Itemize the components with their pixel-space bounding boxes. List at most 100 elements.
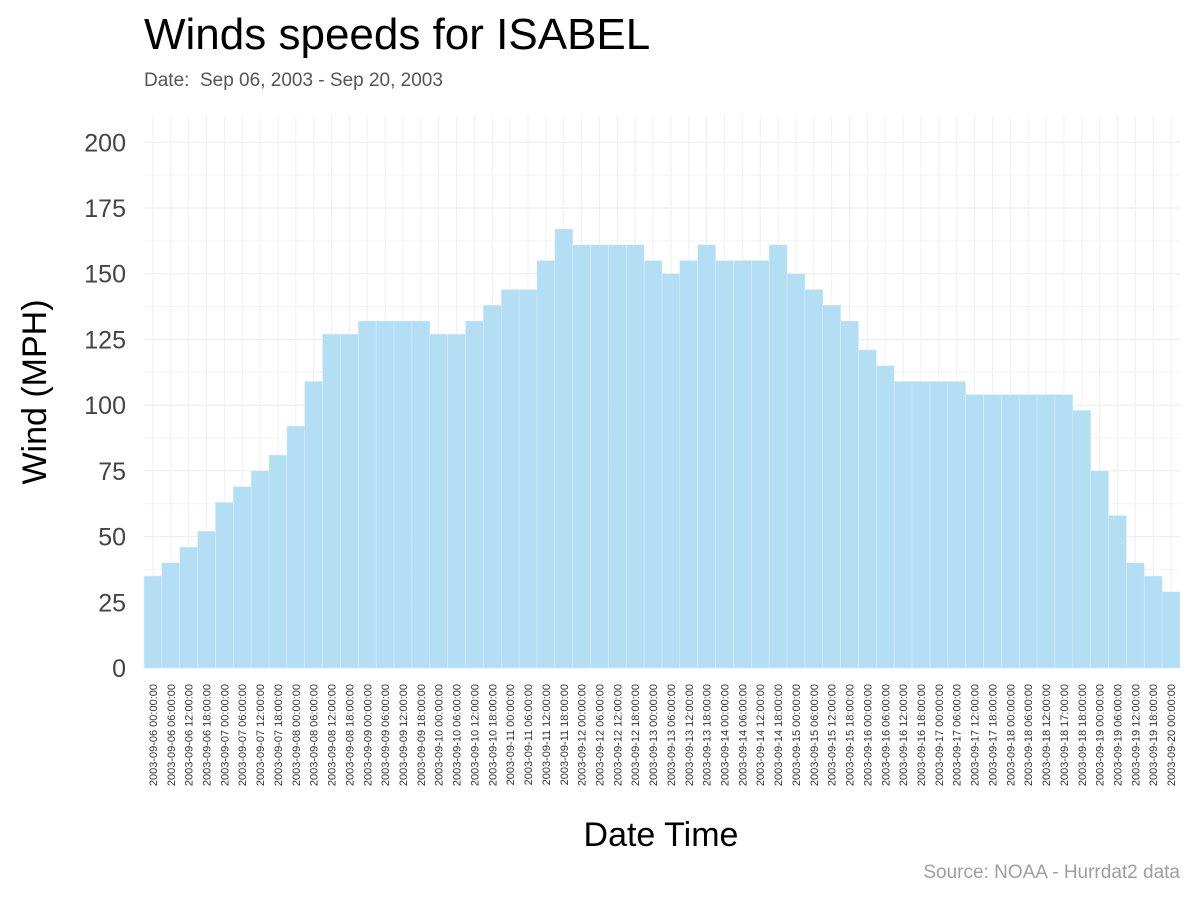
bar xyxy=(697,244,716,669)
bar xyxy=(393,320,413,669)
bar xyxy=(322,333,341,669)
x-tick-label: 2003-09-12 12:00:00 xyxy=(612,684,624,786)
bars xyxy=(143,228,1181,669)
x-tick-label: 2003-09-09 12:00:00 xyxy=(398,684,410,786)
bar xyxy=(286,425,306,669)
bar xyxy=(215,502,234,669)
y-tick-label: 100 xyxy=(84,392,126,420)
x-tick-label: 2003-09-16 18:00:00 xyxy=(916,684,928,786)
x-tick-label: 2003-09-10 12:00:00 xyxy=(469,684,481,786)
x-tick-label: 2003-09-09 06:00:00 xyxy=(380,684,392,786)
bar xyxy=(518,289,538,669)
bar xyxy=(1126,562,1145,669)
x-tick-label: 2003-09-13 12:00:00 xyxy=(684,684,696,786)
x-tick-label: 2003-09-15 06:00:00 xyxy=(809,684,821,786)
bar xyxy=(304,381,323,669)
bar xyxy=(197,531,216,669)
y-tick-label: 0 xyxy=(112,655,126,683)
x-tick-label: 2003-09-11 18:00:00 xyxy=(559,684,571,785)
x-tick-label: 2003-09-19 06:00:00 xyxy=(1112,684,1124,786)
x-tick-label: 2003-09-06 18:00:00 xyxy=(202,684,214,786)
x-tick-label: 2003-09-07 00:00:00 xyxy=(219,684,231,786)
y-axis-title: Wind (MPH) xyxy=(16,299,54,484)
bar xyxy=(876,365,895,669)
bar xyxy=(625,244,645,669)
x-axis-ticks: 2003-09-06 00:00:00 2003-09-06 06:00:00 20… xyxy=(148,684,1178,786)
x-tick-label: 2003-09-12 06:00:00 xyxy=(594,684,606,786)
x-tick-label: 2003-09-18 18:00:00 xyxy=(1077,684,1089,786)
x-tick-label: 2003-09-17 06:00:00 xyxy=(952,684,964,786)
x-tick-label: 2003-09-15 12:00:00 xyxy=(827,684,839,786)
bar xyxy=(340,333,359,669)
bar xyxy=(858,349,877,669)
bar xyxy=(358,320,377,669)
bar xyxy=(1072,410,1091,669)
bar xyxy=(483,304,502,669)
bar xyxy=(733,260,752,669)
bar xyxy=(179,546,198,669)
bar xyxy=(233,486,252,669)
chart-title: Winds speeds for ISABEL xyxy=(144,10,651,59)
x-tick-label: 2003-09-06 00:00:00 xyxy=(148,684,160,786)
y-tick-label: 50 xyxy=(98,524,126,552)
bar xyxy=(1090,470,1109,669)
chart-subtitle: Date: Sep 06, 2003 - Sep 20, 2003 xyxy=(144,70,443,91)
x-tick-label: 2003-09-19 18:00:00 xyxy=(1148,684,1160,786)
x-tick-label: 2003-09-14 18:00:00 xyxy=(773,684,785,786)
bar xyxy=(1143,575,1163,669)
x-tick-label: 2003-09-09 00:00:00 xyxy=(362,684,374,786)
x-tick-label: 2003-09-06 06:00:00 xyxy=(166,684,178,786)
bar xyxy=(572,244,591,669)
bar xyxy=(822,304,841,669)
bar xyxy=(947,381,966,669)
bar xyxy=(786,273,806,669)
x-tick-label: 2003-09-14 06:00:00 xyxy=(737,684,749,786)
x-tick-label: 2003-09-06 12:00:00 xyxy=(184,684,196,786)
bar xyxy=(1108,515,1127,669)
bar xyxy=(1054,394,1074,669)
bar xyxy=(1018,394,1038,669)
x-tick-label: 2003-09-17 12:00:00 xyxy=(970,684,982,786)
y-tick-label: 25 xyxy=(98,589,126,617)
x-tick-label: 2003-09-07 12:00:00 xyxy=(255,684,267,786)
x-tick-label: 2003-09-10 00:00:00 xyxy=(434,684,446,786)
bar xyxy=(1161,591,1181,669)
bar xyxy=(590,244,609,669)
x-tick-label: 2003-09-19 12:00:00 xyxy=(1130,684,1142,786)
x-tick-label: 2003-09-12 00:00:00 xyxy=(577,684,589,786)
y-axis-ticks: 0 25 50 75 100 125 150 175 200 xyxy=(84,129,126,683)
x-tick-label: 2003-09-10 06:00:00 xyxy=(452,684,464,786)
bar xyxy=(250,470,270,669)
x-tick-label: 2003-09-18 17:00:00 xyxy=(1059,684,1071,786)
bar xyxy=(268,454,288,669)
x-tick-label: 2003-09-17 18:00:00 xyxy=(987,684,999,786)
x-tick-label: 2003-09-08 00:00:00 xyxy=(291,684,303,786)
bar xyxy=(411,320,431,669)
x-tick-label: 2003-09-08 06:00:00 xyxy=(309,684,321,786)
x-tick-label: 2003-09-14 12:00:00 xyxy=(755,684,767,786)
x-tick-label: 2003-09-10 18:00:00 xyxy=(487,684,499,786)
x-tick-label: 2003-09-20 00:00:00 xyxy=(1166,684,1178,786)
y-tick-label: 75 xyxy=(98,458,126,486)
bar xyxy=(751,260,770,669)
x-tick-label: 2003-09-11 12:00:00 xyxy=(541,684,553,785)
x-tick-label: 2003-09-13 00:00:00 xyxy=(648,684,660,786)
x-tick-label: 2003-09-09 18:00:00 xyxy=(416,684,428,786)
bar xyxy=(465,320,484,669)
bar xyxy=(608,244,627,669)
y-tick-label: 150 xyxy=(84,261,126,289)
x-tick-label: 2003-09-16 00:00:00 xyxy=(862,684,874,786)
bar xyxy=(661,273,681,669)
x-tick-label: 2003-09-18 12:00:00 xyxy=(1041,684,1053,786)
y-tick-label: 200 xyxy=(84,129,126,157)
x-tick-label: 2003-09-18 06:00:00 xyxy=(1023,684,1035,786)
x-tick-label: 2003-09-15 18:00:00 xyxy=(845,684,857,786)
x-axis-title: Date Time xyxy=(584,816,739,854)
x-tick-label: 2003-09-12 18:00:00 xyxy=(630,684,642,786)
bar xyxy=(500,289,520,669)
x-tick-label: 2003-09-11 00:00:00 xyxy=(505,684,517,785)
bar xyxy=(804,289,824,669)
x-tick-label: 2003-09-11 06:00:00 xyxy=(523,684,535,785)
bar xyxy=(447,333,466,669)
